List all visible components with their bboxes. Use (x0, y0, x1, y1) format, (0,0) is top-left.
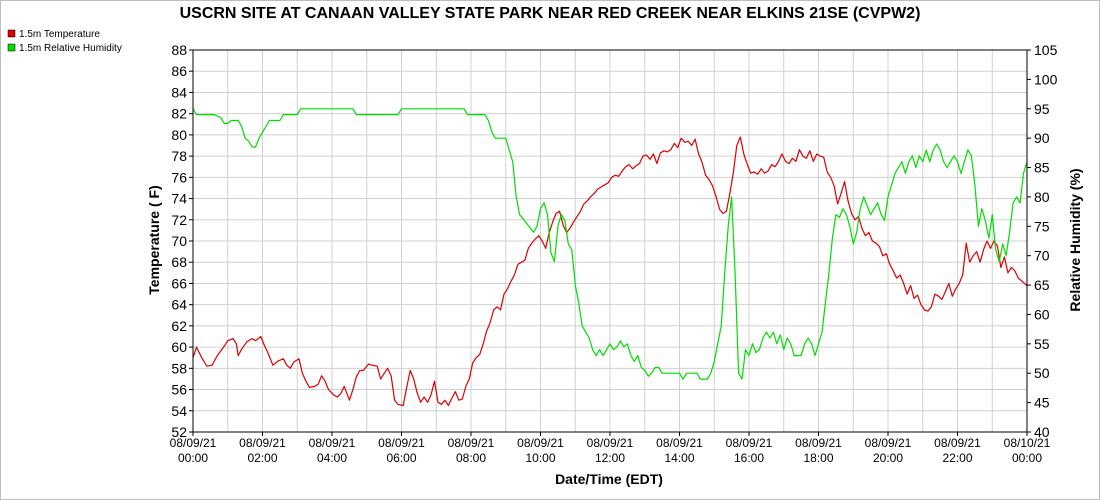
tick-label-left: 54 (171, 403, 187, 419)
tick-label-left: 86 (171, 63, 187, 79)
tick-label-left: 70 (171, 233, 187, 249)
tick-label-right: 80 (1034, 189, 1050, 205)
series-line-temperature (192, 136, 1028, 407)
tick-label-x-time: 10:00 (525, 451, 555, 465)
chart-title: USCRN SITE AT CANAAN VALLEY STATE PARK N… (180, 5, 921, 22)
tick-label-right: 70 (1034, 248, 1050, 264)
tick-label-x-time: 08:00 (456, 451, 486, 465)
x-axis-ticks: 08/09/2100:0008/09/2102:0008/09/2104:000… (170, 432, 1051, 465)
tick-label-x-time: 16:00 (734, 451, 764, 465)
tick-label-x-time: 04:00 (317, 451, 347, 465)
tick-label-x-time: 18:00 (803, 451, 833, 465)
legend: 1.5m Temperature 1.5m Relative Humidity (7, 29, 122, 54)
tick-label-x-date: 08/09/21 (170, 436, 217, 450)
tick-label-x-date: 08/09/21 (378, 436, 425, 450)
tick-label-x-date: 08/09/21 (795, 436, 842, 450)
tick-label-right: 65 (1034, 277, 1050, 293)
tick-label-right: 45 (1034, 395, 1050, 411)
tick-label-right: 95 (1034, 101, 1050, 117)
legend-label-humidity: 1.5m Relative Humidity (19, 43, 122, 54)
tick-label-x-date: 08/09/21 (239, 436, 286, 450)
tick-label-right: 105 (1034, 42, 1058, 58)
tick-label-left: 84 (171, 84, 187, 100)
tick-label-x-time: 02:00 (247, 451, 277, 465)
tick-label-x-time: 12:00 (595, 451, 625, 465)
tick-label-right: 90 (1034, 130, 1050, 146)
tick-label-x-date: 08/09/21 (656, 436, 703, 450)
tick-label-x-time: 14:00 (664, 451, 694, 465)
legend-label-temperature: 1.5m Temperature (19, 29, 100, 40)
tick-label-x-date: 08/09/21 (309, 436, 356, 450)
tick-label-left: 74 (171, 191, 187, 207)
tick-label-left: 72 (171, 212, 187, 228)
tick-label-left: 80 (171, 127, 187, 143)
tick-label-left: 82 (171, 106, 187, 122)
tick-label-right: 75 (1034, 218, 1050, 234)
tick-label-x-date: 08/09/21 (726, 436, 773, 450)
tick-label-left: 60 (171, 339, 187, 355)
tick-label-x-time: 00:00 (1012, 451, 1042, 465)
tick-label-left: 62 (171, 318, 187, 334)
tick-label-right: 100 (1034, 71, 1058, 87)
series-line-humidity (192, 108, 1028, 380)
legend-swatch-temperature (7, 29, 16, 38)
tick-label-left: 76 (171, 169, 187, 185)
tick-label-x-time: 06:00 (386, 451, 416, 465)
tick-label-right: 40 (1034, 424, 1050, 440)
tick-label-x-date: 08/10/21 (1004, 436, 1051, 450)
right-axis-ticks: 40 45 50 55 60 65 70 75 80 85 90 95 100 105 (1027, 42, 1058, 440)
tick-label-right: 60 (1034, 306, 1050, 322)
tick-label-left: 56 (171, 382, 187, 398)
tick-label-x-date: 08/09/21 (448, 436, 495, 450)
tick-label-x-time: 20:00 (873, 451, 903, 465)
tick-label-left: 58 (171, 360, 187, 376)
grid (192, 49, 1028, 433)
tick-label-x-time: 22:00 (942, 451, 972, 465)
tick-label-left: 88 (171, 42, 187, 58)
left-axis-ticks: 52 54 56 58 60 62 64 66 68 70 72 74 76 78 80 82 84 86 88 (171, 42, 193, 440)
tick-label-right: 55 (1034, 336, 1050, 352)
legend-swatch-humidity (7, 43, 16, 52)
y-axis-left-title: Temperature ( F) (146, 185, 162, 294)
plot-border (192, 49, 1028, 433)
tick-label-x-date: 08/09/21 (587, 436, 634, 450)
tick-label-left: 64 (171, 297, 187, 313)
tick-label-x-date: 08/09/21 (934, 436, 981, 450)
tick-label-x-date: 08/09/21 (865, 436, 912, 450)
tick-label-right: 85 (1034, 160, 1050, 176)
tick-label-x-date: 08/09/21 (517, 436, 564, 450)
tick-label-right: 50 (1034, 365, 1050, 381)
tick-label-x-time: 00:00 (178, 451, 208, 465)
y-axis-right-title: Relative Humidity (%) (1067, 168, 1083, 311)
series-layer (192, 108, 1028, 407)
x-axis-title: Date/Time (EDT) (555, 471, 663, 487)
tick-label-left: 66 (171, 275, 187, 291)
tick-label-left: 78 (171, 148, 187, 164)
tick-label-left: 52 (171, 424, 187, 440)
tick-label-left: 68 (171, 254, 187, 270)
